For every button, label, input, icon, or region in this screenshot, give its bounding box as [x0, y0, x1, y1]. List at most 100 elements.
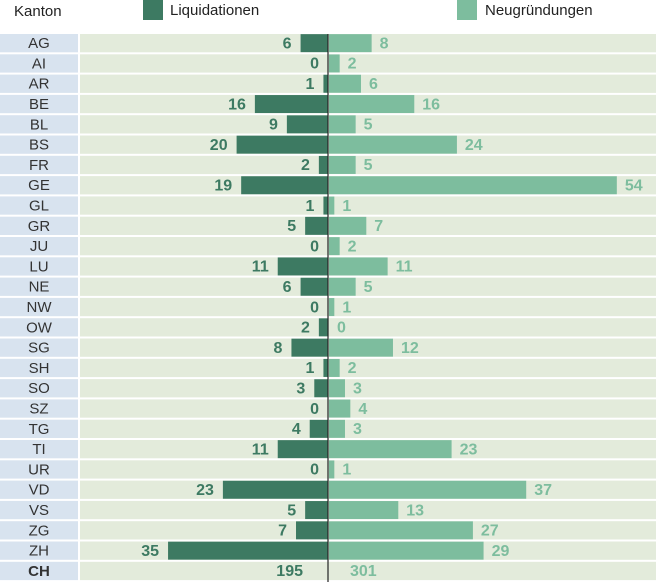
row-label-bg	[0, 135, 78, 154]
row-bg	[80, 196, 656, 215]
value-label: 5	[287, 218, 296, 235]
row-bg	[80, 399, 656, 418]
row-label-bg	[0, 318, 78, 337]
bar	[318, 155, 328, 174]
category-label: SH	[29, 360, 50, 377]
bar	[314, 379, 328, 398]
bar	[305, 501, 328, 520]
value-label: 5	[364, 279, 373, 296]
bar	[329, 440, 452, 459]
bar	[329, 338, 393, 357]
value-label: 8	[380, 35, 389, 52]
category-label: LU	[29, 258, 48, 275]
bar	[277, 440, 328, 459]
value-label: 3	[353, 380, 362, 397]
row-bg	[80, 115, 656, 134]
row-bg	[80, 379, 656, 398]
category-label: ZH	[29, 543, 49, 560]
bar	[329, 155, 356, 174]
value-label: 19	[214, 177, 232, 194]
bar	[291, 338, 328, 357]
value-label: 2	[348, 238, 357, 255]
bar	[318, 318, 328, 337]
legend-swatch	[457, 0, 477, 20]
row-label-bg	[0, 216, 78, 235]
row-label-bg	[0, 521, 78, 540]
row-bg	[80, 155, 656, 175]
category-label: TG	[29, 421, 50, 438]
value-label: 23	[460, 441, 478, 458]
value-label: 16	[422, 96, 440, 113]
row-label-bg	[0, 480, 78, 499]
value-label: 9	[269, 117, 278, 134]
value-label: 1	[306, 76, 315, 93]
value-label: 6	[283, 279, 292, 296]
bar	[277, 257, 328, 276]
bar	[286, 115, 328, 134]
value-label: 2	[348, 56, 357, 73]
category-label: BE	[29, 96, 49, 113]
value-label: 20	[210, 137, 228, 154]
category-label: BL	[30, 116, 48, 133]
value-label: 0	[337, 320, 346, 337]
bar	[329, 521, 473, 540]
value-label: 2	[301, 320, 310, 337]
bar	[329, 74, 361, 93]
row-bg	[80, 561, 656, 581]
category-label: SG	[28, 340, 50, 357]
row-label-bg	[0, 176, 78, 195]
bar	[329, 358, 340, 377]
category-label: SO	[28, 380, 50, 397]
bar	[329, 237, 340, 256]
row-bg	[80, 237, 656, 256]
value-label: 8	[274, 340, 283, 357]
bar	[329, 54, 340, 73]
value-label: 7	[278, 523, 287, 540]
row-label-bg	[0, 399, 78, 418]
value-label: 5	[287, 502, 296, 519]
bar	[236, 135, 328, 154]
value-label: 1	[342, 462, 351, 479]
row-label-bg	[0, 460, 78, 479]
bar	[323, 196, 328, 215]
value-label: 0	[310, 299, 319, 316]
legend-label: Liquidationen	[170, 2, 259, 19]
value-label: 7	[374, 218, 383, 235]
value-label: 3	[353, 421, 362, 438]
legend-label: Neugründungen	[485, 2, 593, 19]
value-label: 16	[228, 96, 246, 113]
bar	[329, 196, 335, 215]
row-bg	[80, 74, 656, 93]
value-label: 11	[396, 259, 413, 276]
bar	[329, 95, 415, 114]
total-label: CH	[28, 563, 50, 580]
value-label: 24	[465, 137, 483, 154]
category-label: SZ	[29, 401, 48, 418]
value-label: 54	[625, 177, 643, 194]
bar	[329, 115, 356, 134]
category-label: AI	[32, 55, 46, 72]
bar	[329, 480, 527, 499]
category-label: UR	[28, 461, 50, 478]
bar	[241, 176, 328, 195]
row-label-bg	[0, 54, 78, 73]
bar	[329, 298, 335, 317]
row-bg	[80, 460, 656, 479]
row-label-bg	[0, 94, 78, 114]
row-label-bg	[0, 34, 78, 53]
bar	[300, 277, 328, 296]
value-label: 29	[492, 543, 510, 560]
category-label: AR	[29, 76, 50, 93]
value-label: 35	[141, 543, 159, 560]
value-label: 1	[342, 198, 351, 215]
bar	[329, 541, 484, 560]
category-header: Kanton	[14, 3, 62, 20]
value-label: 27	[481, 523, 499, 540]
row-label-bg	[0, 500, 78, 520]
row-label-bg	[0, 297, 78, 317]
bar	[329, 419, 345, 438]
bar	[309, 419, 328, 438]
bar	[329, 399, 351, 418]
bar	[254, 95, 328, 114]
